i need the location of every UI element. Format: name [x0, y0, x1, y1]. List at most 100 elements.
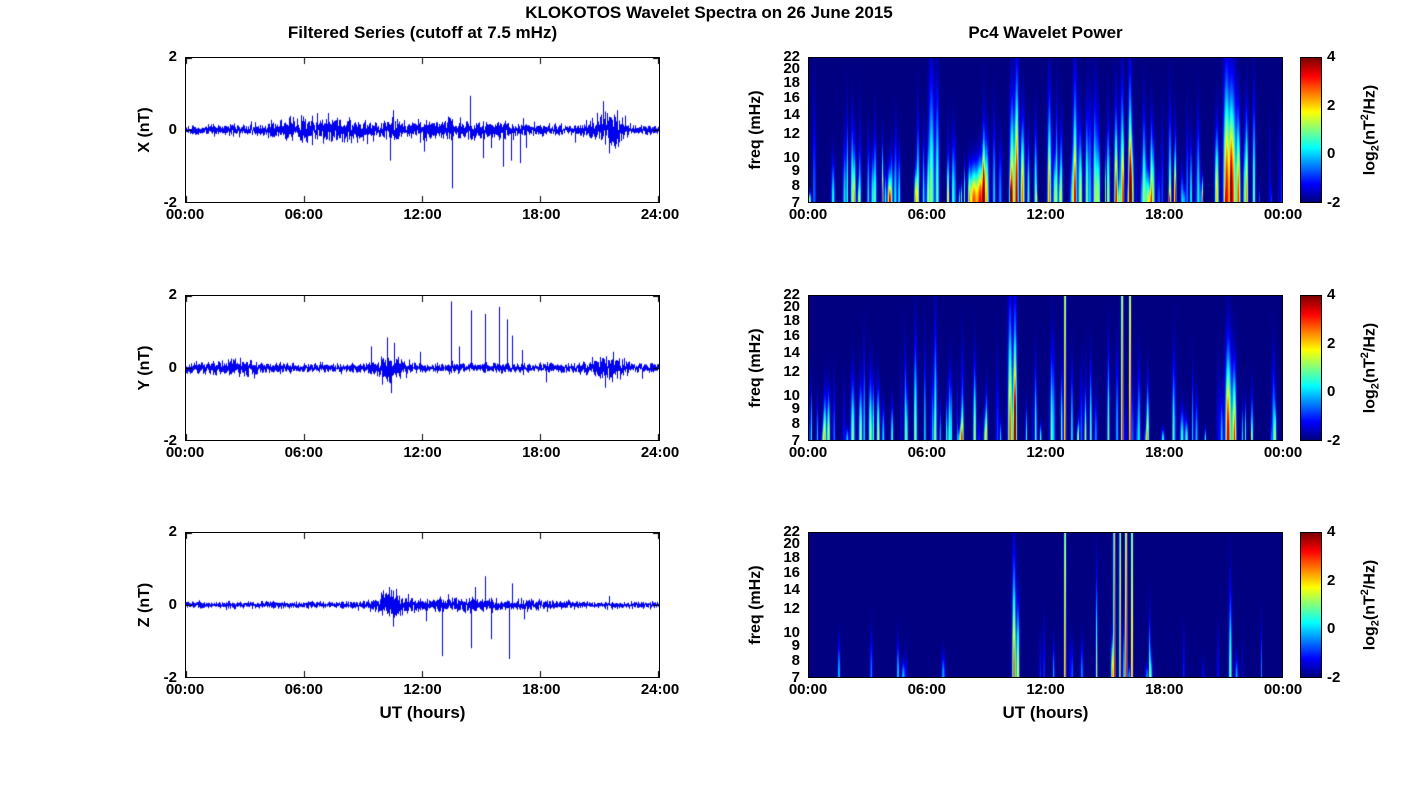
timeseries-z-ytick-0: 0: [168, 596, 177, 613]
wavelet-power-y-ytick-9: 9: [791, 399, 800, 417]
timeseries-z-xtick-3: 18:00: [522, 681, 561, 698]
wavelet-power-y-ytick-16: 16: [783, 326, 800, 344]
wavelet-power-z-ytick-22: 22: [783, 523, 800, 540]
wavelet-power-x-xtick-0: 00:00: [788, 206, 828, 223]
wavelet-power-y-ytick-22: 22: [783, 286, 800, 303]
colorbar-axis-label: log2(nT2/Hz): [1359, 84, 1382, 176]
timeseries-y-xtick-4: 24:00: [640, 444, 680, 461]
wavelet-power-y-panel: [808, 295, 1283, 441]
wavelet-power-x-xtick-4: 00:00: [1263, 206, 1303, 223]
wavelet-power-y-xtick-4: 00:00: [1263, 444, 1303, 461]
wavelet-power-x-xtick-3: 18:00: [1145, 206, 1184, 223]
timeseries-z-plot-canvas: [186, 533, 659, 677]
colorbar-tick-2: 2: [1327, 334, 1336, 352]
timeseries-z-ytick--2: -2: [163, 669, 177, 686]
figure-title: KLOKOTOS Wavelet Spectra on 26 June 2015: [525, 3, 893, 22]
colorbar-gradient-canvas: [1301, 296, 1321, 440]
wavelet-power-z-ytick-20: 20: [783, 535, 800, 553]
timeseries-y-ytick-2: 2: [168, 286, 177, 303]
timeseries-z-xtick-0: 00:00: [165, 681, 205, 698]
wavelet-power-y-ytick-8: 8: [791, 414, 800, 432]
colorbar-row3: [1300, 532, 1322, 678]
timeseries-y-y-axis-label: Y (nT): [136, 345, 153, 391]
timeseries-y-plot-canvas: [186, 296, 659, 440]
wavelet-power-z-ytick-18: 18: [783, 548, 800, 566]
wavelet-power-z-ytick-10: 10: [783, 623, 800, 641]
wavelet-power-x-ytick-12: 12: [783, 125, 800, 143]
wavelet-power-z-ytick-7: 7: [791, 669, 800, 686]
timeseries-y-ytick--2: -2: [163, 432, 177, 449]
wavelet-power-y-ytick-14: 14: [783, 343, 800, 361]
timeseries-x-plot-canvas: [186, 58, 659, 202]
wavelet-power-y-xtick-1: 06:00: [907, 444, 946, 461]
timeseries-y-xtick-0: 00:00: [165, 444, 205, 461]
colorbar-gradient-canvas: [1301, 533, 1321, 677]
colorbar-tick-4: 4: [1327, 523, 1336, 540]
wavelet-power-y-y-axis-label: freq (mHz): [747, 328, 764, 408]
wavelet-power-z-ytick-12: 12: [783, 600, 800, 618]
colorbar-tick-4: 4: [1327, 286, 1336, 303]
wavelet-power-z-panel: [808, 532, 1283, 678]
wavelet-power-y-xtick-2: 12:00: [1026, 444, 1065, 461]
wavelet-power-y-ytick-7: 7: [791, 432, 800, 449]
wavelet-power-y-ytick-18: 18: [783, 311, 800, 329]
wavelet-power-y-ytick-10: 10: [783, 386, 800, 404]
wavelet-power-z-plot-canvas: [809, 533, 1282, 677]
colorbar-tick-0: 0: [1327, 383, 1336, 401]
colorbar-tick--2: -2: [1327, 432, 1341, 449]
wavelet-power-x-y-axis-label: freq (mHz): [747, 90, 764, 170]
wavelet-power-y-plot-canvas: [809, 296, 1282, 440]
colorbar-tick-4: 4: [1327, 48, 1336, 65]
wavelet-power-z-y-axis-label: freq (mHz): [747, 565, 764, 645]
wavelet-power-x-plot-canvas: [809, 58, 1282, 202]
wavelet-power-z-xtick-2: 12:00: [1026, 681, 1065, 698]
wavelet-power-z-ytick-14: 14: [783, 580, 800, 598]
timeseries-y-ytick-0: 0: [168, 359, 177, 376]
timeseries-y-xtick-1: 06:00: [284, 444, 323, 461]
colorbar-row2: [1300, 295, 1322, 441]
wavelet-power-y-ytick-20: 20: [783, 298, 800, 316]
wavelet-power-z-ytick-9: 9: [791, 636, 800, 654]
wavelet-power-y-xtick-3: 18:00: [1145, 444, 1184, 461]
colorbar-tick-2: 2: [1327, 96, 1336, 114]
wavelet-power-x-ytick-16: 16: [783, 88, 800, 106]
timeseries-z-ytick-2: 2: [168, 523, 177, 540]
colorbar-gradient-canvas: [1301, 58, 1321, 202]
wavelet-power-x-ytick-9: 9: [791, 161, 800, 179]
colorbar-row1: [1300, 57, 1322, 203]
wavelet-power-x-ytick-8: 8: [791, 176, 800, 194]
wavelet-power-y-ytick-12: 12: [783, 363, 800, 381]
wavelet-power-z-xtick-1: 06:00: [907, 681, 946, 698]
colorbar-tick--2: -2: [1327, 194, 1341, 211]
timeseries-x-panel: [185, 57, 660, 203]
timeseries-z-y-axis-label: Z (nT): [136, 582, 153, 628]
timeseries-x-xtick-3: 18:00: [522, 206, 561, 223]
wavelet-power-z-xtick-4: 00:00: [1263, 681, 1303, 698]
timeseries-z-panel: [185, 532, 660, 678]
timeseries-x-ytick--2: -2: [163, 194, 177, 211]
wavelet-power-x-xtick-1: 06:00: [907, 206, 946, 223]
timeseries-x-xtick-1: 06:00: [284, 206, 323, 223]
timeseries-y-panel: [185, 295, 660, 441]
timeseries-y-xtick-3: 18:00: [522, 444, 561, 461]
wavelet-power-x-ytick-22: 22: [783, 48, 800, 65]
colorbar-tick-2: 2: [1327, 571, 1336, 589]
wavelet-power-x-ytick-7: 7: [791, 194, 800, 211]
wavelet-power-z-ytick-16: 16: [783, 563, 800, 581]
colorbar-axis-label: log2(nT2/Hz): [1359, 322, 1382, 414]
wavelet-power-x-ytick-14: 14: [783, 105, 800, 123]
timeseries-x-ytick-0: 0: [168, 121, 177, 138]
timeseries-y-xtick-2: 12:00: [403, 444, 442, 461]
wavelet-power-z-ytick-8: 8: [791, 651, 800, 669]
colorbar-axis-label: log2(nT2/Hz): [1359, 559, 1382, 651]
wavelet-power-x-ytick-18: 18: [783, 73, 800, 91]
timeseries-z-xtick-1: 06:00: [284, 681, 323, 698]
left-column-title: Filtered Series (cutoff at 7.5 mHz): [287, 23, 558, 42]
wavelet-power-x-ytick-20: 20: [783, 60, 800, 78]
wavelet-power-z-xtick-0: 00:00: [788, 681, 828, 698]
wavelet-power-z-xtick-3: 18:00: [1145, 681, 1184, 698]
right-x-axis-label: UT (hours): [1002, 703, 1089, 722]
timeseries-x-xtick-2: 12:00: [403, 206, 442, 223]
left-x-axis-label: UT (hours): [379, 703, 466, 722]
wavelet-power-x-xtick-2: 12:00: [1026, 206, 1065, 223]
